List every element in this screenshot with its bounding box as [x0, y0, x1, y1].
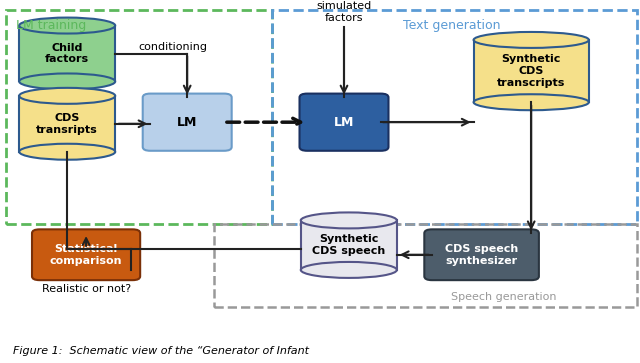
FancyBboxPatch shape — [474, 40, 589, 102]
Bar — [6, 9, 272, 224]
FancyBboxPatch shape — [301, 220, 397, 270]
Text: Text generation: Text generation — [403, 19, 500, 32]
Ellipse shape — [19, 88, 115, 104]
Ellipse shape — [301, 262, 397, 278]
Text: CDS
transripts: CDS transripts — [36, 113, 98, 135]
Text: conditioning: conditioning — [138, 41, 207, 52]
FancyBboxPatch shape — [32, 229, 140, 280]
Bar — [272, 9, 637, 224]
Text: LM: LM — [334, 116, 354, 129]
Text: CDS speech
synthesizer: CDS speech synthesizer — [445, 244, 518, 266]
Ellipse shape — [474, 32, 589, 48]
Text: Synthetic
CDS speech: Synthetic CDS speech — [312, 234, 385, 256]
Text: Realistic or not?: Realistic or not? — [42, 284, 131, 294]
FancyBboxPatch shape — [19, 25, 115, 81]
Ellipse shape — [19, 73, 115, 89]
Text: Speech generation: Speech generation — [451, 292, 557, 302]
Bar — [214, 224, 637, 307]
Text: simulated
factors: simulated factors — [317, 1, 372, 23]
Ellipse shape — [474, 94, 589, 110]
FancyBboxPatch shape — [19, 96, 115, 152]
Text: Synthetic
CDS
transcripts: Synthetic CDS transcripts — [497, 54, 565, 88]
FancyBboxPatch shape — [424, 229, 539, 280]
FancyBboxPatch shape — [300, 94, 388, 151]
Text: Statistical
comparison: Statistical comparison — [50, 244, 122, 266]
Ellipse shape — [19, 144, 115, 160]
Text: Child
factors: Child factors — [45, 43, 89, 64]
Text: Figure 1:  Schematic view of the “Generator of Infant: Figure 1: Schematic view of the “Generat… — [13, 346, 309, 356]
Ellipse shape — [301, 212, 397, 228]
FancyBboxPatch shape — [143, 94, 232, 151]
Text: LM training: LM training — [16, 19, 86, 32]
Ellipse shape — [19, 17, 115, 33]
Text: LM: LM — [177, 116, 197, 129]
